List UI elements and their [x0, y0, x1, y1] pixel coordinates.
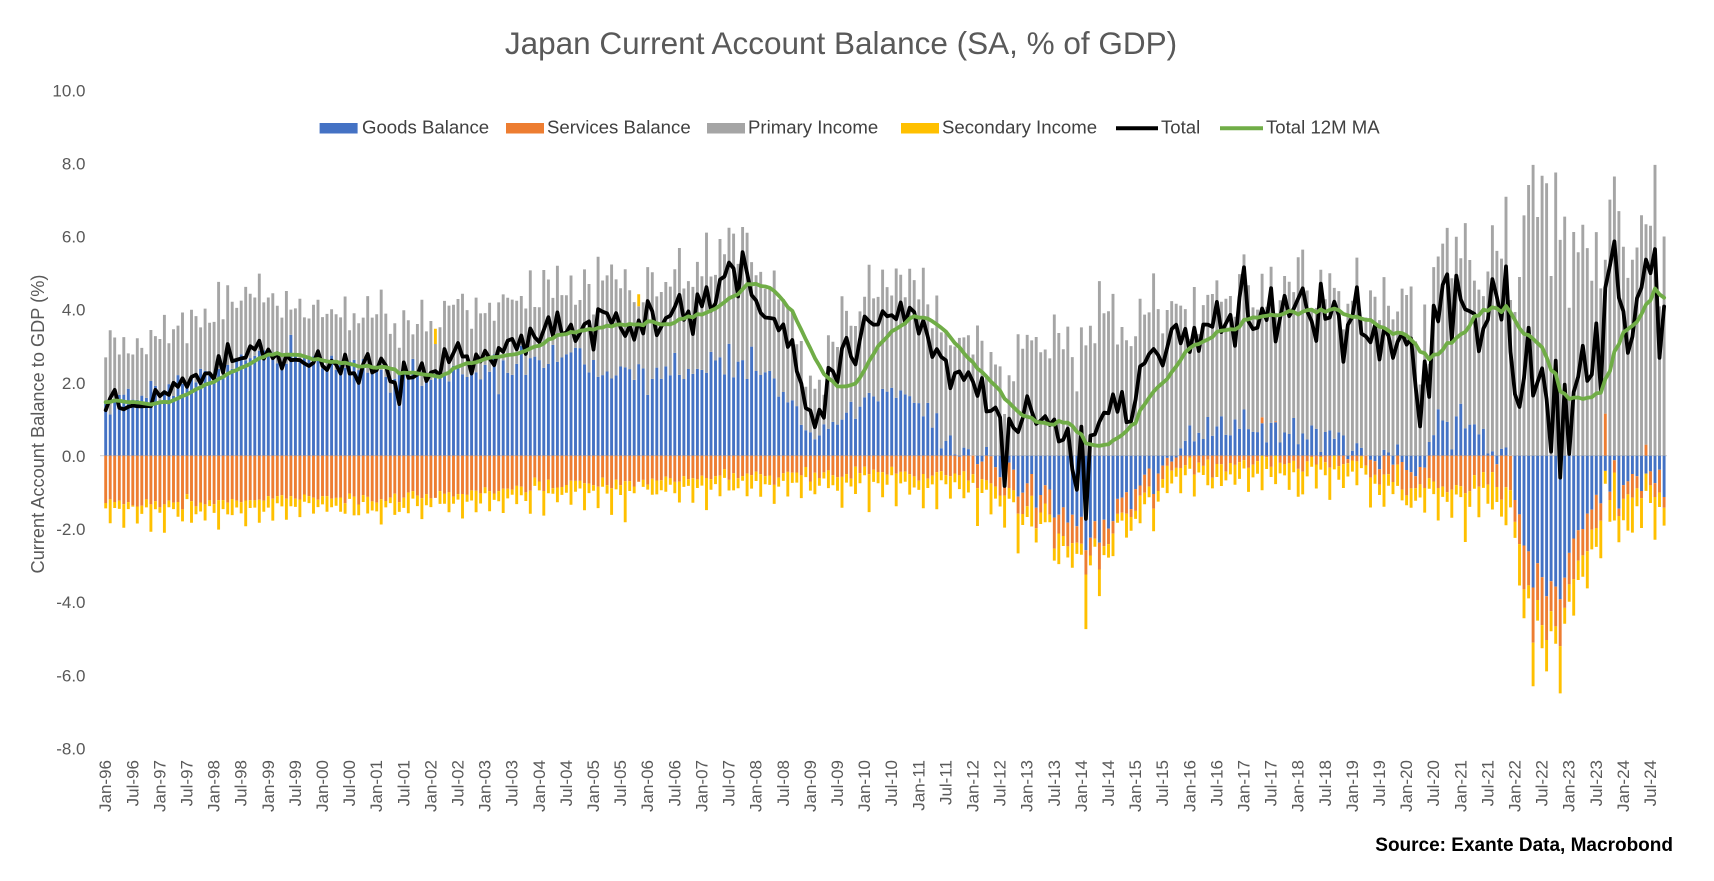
svg-text:Jan-14: Jan-14: [1072, 760, 1091, 812]
svg-text:Jul-17: Jul-17: [1262, 760, 1281, 806]
svg-text:Jul-15: Jul-15: [1153, 760, 1172, 806]
svg-text:Primary Income: Primary Income: [748, 117, 878, 138]
svg-text:10.0: 10.0: [52, 81, 85, 100]
svg-text:Jan-01: Jan-01: [367, 760, 386, 812]
svg-text:0.0: 0.0: [62, 447, 86, 466]
svg-text:Jul-21: Jul-21: [1478, 760, 1497, 806]
svg-text:Jul-10: Jul-10: [882, 760, 901, 806]
svg-text:Jul-99: Jul-99: [286, 760, 305, 806]
svg-text:Jan-09: Jan-09: [801, 760, 820, 812]
svg-text:Jul-24: Jul-24: [1641, 760, 1660, 806]
svg-text:Jan-04: Jan-04: [530, 760, 549, 812]
svg-text:Jan-16: Jan-16: [1180, 760, 1199, 812]
svg-text:2.0: 2.0: [62, 374, 86, 393]
svg-text:Services Balance: Services Balance: [547, 117, 691, 138]
svg-text:Jan-13: Jan-13: [1018, 760, 1037, 812]
svg-text:Jul-12: Jul-12: [991, 760, 1010, 806]
svg-text:Jul-23: Jul-23: [1587, 760, 1606, 806]
svg-text:Jul-04: Jul-04: [557, 760, 576, 806]
svg-text:Jan-18: Jan-18: [1289, 760, 1308, 812]
svg-text:Jul-08: Jul-08: [774, 760, 793, 806]
svg-text:Total 12M MA: Total 12M MA: [1266, 117, 1380, 138]
svg-text:Jul-96: Jul-96: [123, 760, 142, 806]
svg-text:-4.0: -4.0: [56, 593, 85, 612]
svg-text:Source: Exante Data, Macrobond: Source: Exante Data, Macrobond: [1375, 835, 1673, 856]
svg-text:Jan-10: Jan-10: [855, 760, 874, 812]
svg-text:Jul-01: Jul-01: [394, 760, 413, 806]
svg-text:Jul-13: Jul-13: [1045, 760, 1064, 806]
svg-text:Jul-20: Jul-20: [1424, 760, 1443, 806]
svg-text:Jul-03: Jul-03: [503, 760, 522, 806]
svg-text:Japan Current Account Balance: Japan Current Account Balance (SA, % of …: [505, 25, 1177, 61]
svg-text:-2.0: -2.0: [56, 520, 85, 539]
svg-text:6.0: 6.0: [62, 228, 86, 247]
svg-text:Current Account Balance to GDP: Current Account Balance to GDP (%): [28, 275, 48, 574]
svg-text:Jul-06: Jul-06: [665, 760, 684, 806]
svg-text:Jul-11: Jul-11: [936, 760, 955, 805]
svg-text:Secondary Income: Secondary Income: [942, 117, 1097, 138]
svg-text:Jan-21: Jan-21: [1451, 760, 1470, 812]
svg-text:Jul-05: Jul-05: [611, 760, 630, 806]
svg-text:Jan-05: Jan-05: [584, 760, 603, 812]
svg-text:Jan-22: Jan-22: [1506, 760, 1525, 812]
svg-text:-8.0: -8.0: [56, 739, 85, 758]
svg-text:Total: Total: [1161, 117, 1200, 138]
svg-text:Jan-98: Jan-98: [205, 760, 224, 812]
svg-text:Jan-23: Jan-23: [1560, 760, 1579, 812]
svg-text:Jul-00: Jul-00: [340, 760, 359, 806]
svg-text:Jan-02: Jan-02: [421, 760, 440, 812]
svg-text:Jan-20: Jan-20: [1397, 760, 1416, 812]
svg-text:Jul-02: Jul-02: [449, 760, 468, 806]
svg-text:Jan-12: Jan-12: [964, 760, 983, 812]
svg-text:Jul-18: Jul-18: [1316, 760, 1335, 806]
svg-text:Jan-17: Jan-17: [1235, 760, 1254, 812]
svg-text:Jan-00: Jan-00: [313, 760, 332, 812]
svg-text:Jul-14: Jul-14: [1099, 760, 1118, 806]
svg-text:Jul-19: Jul-19: [1370, 760, 1389, 806]
svg-text:Jul-07: Jul-07: [720, 760, 739, 806]
svg-text:-6.0: -6.0: [56, 666, 85, 685]
svg-text:Jan-96: Jan-96: [96, 760, 115, 812]
svg-text:Jan-24: Jan-24: [1614, 760, 1633, 812]
svg-text:Jan-99: Jan-99: [259, 760, 278, 812]
svg-text:Jan-15: Jan-15: [1126, 760, 1145, 812]
svg-text:Goods Balance: Goods Balance: [362, 117, 489, 138]
svg-text:Jan-03: Jan-03: [476, 760, 495, 812]
svg-text:Jul-16: Jul-16: [1207, 760, 1226, 806]
svg-text:Jul-97: Jul-97: [178, 760, 197, 806]
svg-text:Jan-07: Jan-07: [692, 760, 711, 812]
svg-text:Jul-22: Jul-22: [1533, 760, 1552, 806]
svg-text:Jan-97: Jan-97: [150, 760, 169, 812]
svg-text:Jan-06: Jan-06: [638, 760, 657, 812]
svg-text:Jan-19: Jan-19: [1343, 760, 1362, 812]
svg-text:Jan-11: Jan-11: [909, 760, 928, 811]
svg-text:Jul-09: Jul-09: [828, 760, 847, 806]
svg-text:4.0: 4.0: [62, 301, 86, 320]
svg-text:8.0: 8.0: [62, 154, 86, 173]
svg-text:Jan-08: Jan-08: [747, 760, 766, 812]
svg-text:Jul-98: Jul-98: [232, 760, 251, 806]
